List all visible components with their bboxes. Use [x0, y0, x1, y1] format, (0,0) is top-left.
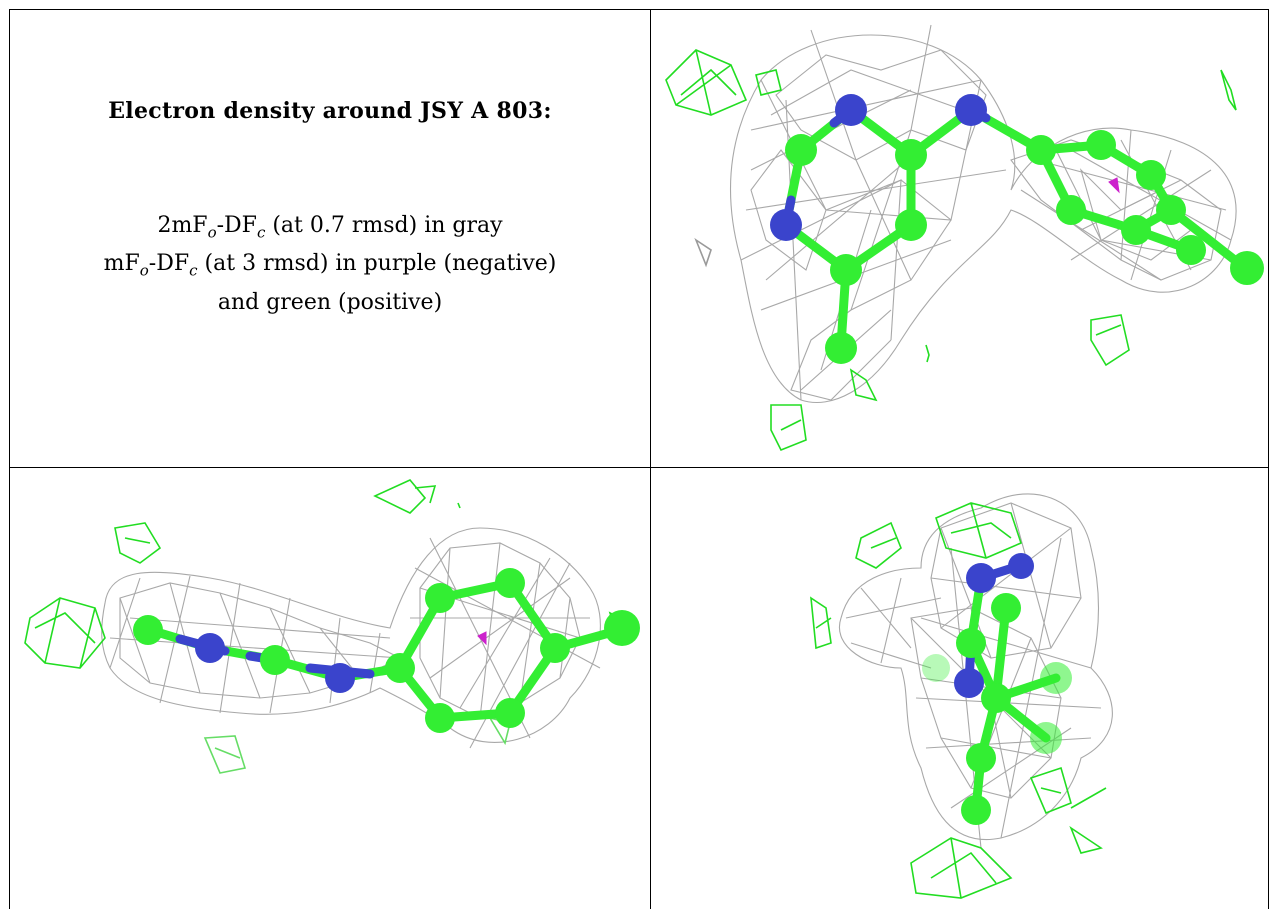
table-divider-horizontal: [10, 467, 1268, 468]
legend-2fofc: 2mFo-DFc (at 0.7 rmsd) in gray: [157, 213, 503, 242]
table-border-right: [1268, 9, 1269, 909]
legend-fofc-positive: and green (positive): [217, 289, 443, 315]
density-render-bottom-right: [810, 493, 1113, 899]
mesh-fofc-negative: [1108, 177, 1120, 194]
table-divider-vertical: [650, 9, 651, 909]
view-bottom-right: [651, 468, 1268, 909]
table-border-top: [10, 9, 1268, 10]
view-bottom-left: [10, 468, 650, 909]
ligand-nitrogen-bonds: [781, 105, 991, 230]
ligand-atoms: [922, 553, 1072, 825]
mesh-fofc-positive: [810, 502, 1107, 899]
figure-description: 2mFo-DFc (at 0.7 rmsd) in gray mFo-DFc (…: [10, 210, 650, 319]
density-render-bottom-left: [24, 479, 640, 774]
density-render-top-right: [665, 24, 1264, 452]
ligand-atoms: [133, 568, 640, 733]
view-top-right: [651, 10, 1268, 467]
ligand-bonds: [781, 105, 1246, 350]
figure-title: Electron density around JSY A 803:: [108, 98, 552, 124]
caption-cell: Electron density around JSY A 803: 2mFo-…: [10, 10, 650, 467]
table-border-left: [9, 9, 10, 909]
mesh-fofc-positive: [665, 49, 1237, 452]
mesh-2fofc: [838, 493, 1113, 849]
legend-fofc: mFo-DFc (at 3 rmsd) in purple (negative): [103, 251, 557, 280]
mesh-fofc-negative: [477, 631, 487, 646]
ligand-atoms: [770, 94, 1264, 364]
